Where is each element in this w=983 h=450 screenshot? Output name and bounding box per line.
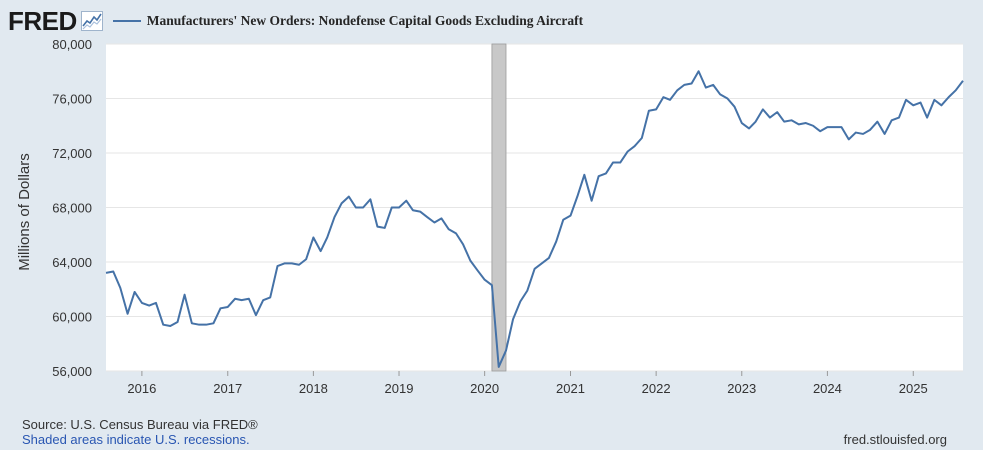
y-tick-label: 56,000 bbox=[52, 364, 92, 379]
x-tick-label: 2018 bbox=[299, 381, 328, 396]
series-title[interactable]: Manufacturers' New Orders: Nondefense Ca… bbox=[146, 13, 584, 28]
x-tick-label: 2016 bbox=[127, 381, 156, 396]
gridlines bbox=[106, 43, 963, 372]
x-tick-label: 2017 bbox=[213, 381, 242, 396]
recession-note[interactable]: Shaded areas indicate U.S. recessions. bbox=[22, 432, 250, 447]
x-tick-label: 2024 bbox=[813, 381, 842, 396]
series-line[interactable] bbox=[105, 70, 964, 368]
y-axis-label: Millions of Dollars bbox=[16, 153, 33, 271]
x-tick-label: 2020 bbox=[470, 381, 499, 396]
fred-url[interactable]: fred.stlouisfed.org bbox=[843, 432, 947, 447]
y-tick-label: 76,000 bbox=[52, 92, 92, 107]
recession-shading bbox=[491, 43, 507, 372]
y-tick-label: 68,000 bbox=[52, 201, 92, 216]
x-tick-label: 2025 bbox=[899, 381, 928, 396]
x-tick-label: 2021 bbox=[556, 381, 585, 396]
x-tick-label: 2023 bbox=[727, 381, 756, 396]
recession-band bbox=[491, 43, 507, 372]
y-tick-label: 72,000 bbox=[52, 146, 92, 161]
fred-logo[interactable]: FRED bbox=[8, 6, 103, 37]
y-tick-label: 60,000 bbox=[52, 310, 92, 325]
x-tick-label: 2019 bbox=[385, 381, 414, 396]
chart-legend: Manufacturers' New Orders: Nondefense Ca… bbox=[112, 13, 584, 29]
fred-logo-text: FRED bbox=[8, 5, 77, 36]
x-axis-ticks: 2016 2017 2018 2019 2020 2021 2022 2023 2024 2025 bbox=[127, 371, 928, 396]
y-tick-label: 80,000 bbox=[52, 37, 92, 52]
y-tick-label: 64,000 bbox=[52, 255, 92, 270]
chart-header: FRED Manufacturers' New Orders: Nondefen… bbox=[8, 6, 583, 36]
source-note: Source: U.S. Census Bureau via FRED® bbox=[22, 417, 258, 432]
legend-line-swatch bbox=[112, 20, 141, 22]
y-axis-ticks: 56,000 60,000 64,000 68,000 72,000 76,000 80,0… bbox=[52, 37, 92, 379]
sparkline-icon bbox=[80, 11, 103, 31]
series-lines bbox=[105, 70, 964, 368]
x-tick-label: 2022 bbox=[642, 381, 671, 396]
